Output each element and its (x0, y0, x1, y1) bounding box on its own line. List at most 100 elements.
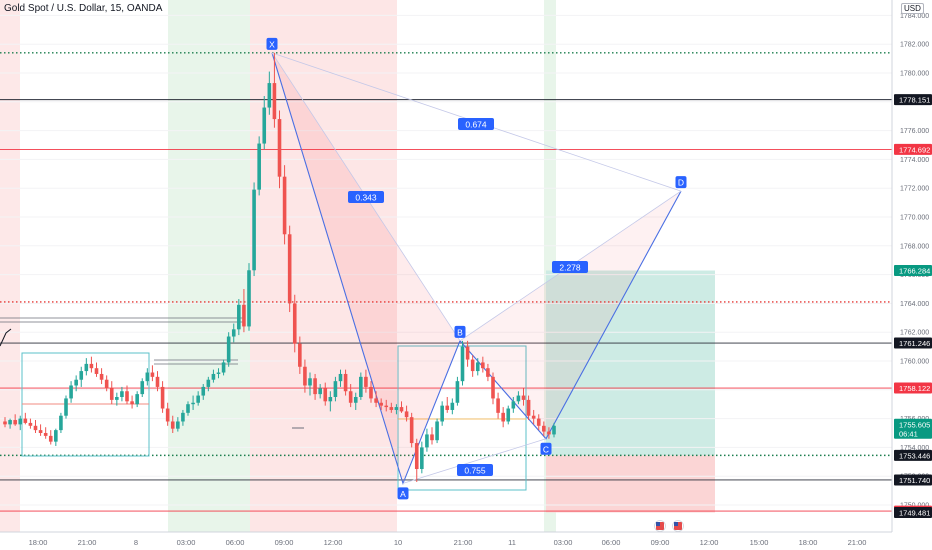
candle-body-65 (333, 381, 338, 397)
candle-body-73 (374, 398, 378, 403)
pattern-ratio-label-0: 0.343 (348, 191, 384, 203)
candle-body-62 (318, 388, 322, 395)
candle-body-14 (74, 379, 78, 386)
candle-body-5 (28, 422, 33, 426)
currency-badge[interactable]: USD (901, 3, 924, 14)
candle-body-105 (536, 418, 541, 426)
pattern-point-c: C (540, 442, 552, 455)
candle-body-24 (125, 391, 129, 402)
svg-text:1774.692: 1774.692 (899, 145, 930, 154)
price-label-9: 1749.481 (894, 506, 932, 518)
time-tick-8: 21:00 (454, 538, 473, 547)
candle-body-8 (43, 433, 48, 436)
price-tick-6: 1772.000 (900, 186, 929, 193)
time-tick-0: 18:00 (29, 538, 48, 547)
price-label-3: 1761.246 (894, 337, 932, 349)
candle-body-97 (496, 398, 500, 413)
candle-body-15 (79, 371, 84, 380)
time-tick-6: 12:00 (324, 538, 343, 547)
candle-body-85 (435, 421, 439, 441)
svg-text:1749.481: 1749.481 (899, 508, 930, 517)
candle-body-3 (18, 418, 23, 425)
candle-body-11 (59, 415, 63, 431)
candle-body-10 (54, 430, 58, 442)
candle-body-7 (38, 430, 43, 433)
price-tick-1: 1782.000 (900, 42, 929, 49)
svg-text:1766.284: 1766.284 (899, 267, 930, 276)
candle-body-82 (420, 447, 424, 469)
candle-body-66 (338, 373, 343, 382)
candle-body-90 (460, 346, 465, 382)
time-tick-12: 09:00 (651, 538, 670, 547)
price-tick-8: 1768.000 (900, 243, 929, 250)
svg-text:1761.246: 1761.246 (899, 339, 930, 348)
candle-body-45 (231, 329, 236, 337)
candle-body-57 (292, 303, 297, 344)
svg-text:A: A (400, 489, 406, 499)
candle-body-50 (257, 143, 261, 190)
svg-text:0.343: 0.343 (355, 193, 377, 203)
candle-body-98 (501, 412, 505, 422)
candle-body-76 (389, 407, 394, 410)
candle-body-28 (145, 372, 150, 382)
time-tick-16: 21:00 (848, 538, 867, 547)
candle-body-27 (140, 381, 145, 395)
candle-body-0 (3, 421, 7, 425)
candle-body-78 (399, 407, 404, 412)
candle-body-60 (308, 378, 312, 386)
candle-body-44 (226, 336, 231, 363)
candle-body-2 (13, 420, 17, 425)
flag-icon-1 (672, 520, 684, 532)
price-label-6: 1753.446 (894, 449, 932, 461)
candle-body-48 (247, 270, 251, 327)
candle-body-41 (211, 373, 216, 380)
candle-body-9 (48, 435, 53, 442)
candle-body-81 (414, 443, 419, 469)
candle-body-68 (348, 391, 353, 403)
candle-body-88 (450, 402, 455, 410)
svg-text:1753.446: 1753.446 (899, 451, 930, 460)
price-tick-10: 1764.000 (900, 301, 929, 308)
candle-body-36 (186, 404, 190, 413)
time-tick-5: 09:00 (275, 538, 294, 547)
candle-body-39 (201, 386, 206, 396)
price-tick-7: 1770.000 (900, 215, 929, 222)
session-band-0 (0, 0, 20, 532)
candle-body-101 (516, 395, 521, 402)
candle-body-20 (104, 379, 109, 389)
pattern-ratio-line-2 (402, 438, 547, 484)
time-tick-2: 8 (134, 538, 138, 547)
candle-body-79 (404, 411, 409, 418)
time-tick-7: 10 (394, 538, 402, 547)
candle-body-1 (8, 420, 12, 425)
candle-body-56 (287, 234, 292, 304)
candle-body-84 (430, 434, 434, 441)
pattern-point-x: X (266, 37, 278, 50)
candle-body-75 (384, 405, 389, 408)
candle-body-74 (379, 402, 383, 406)
svg-text:1751.740: 1751.740 (899, 476, 930, 485)
candle-body-22 (115, 397, 119, 400)
candle-body-108 (552, 425, 556, 435)
flag-icon-0 (654, 520, 666, 532)
price-label-7: 1751.740 (894, 474, 932, 486)
candle-body-53 (272, 83, 277, 120)
candle-body-92 (470, 359, 475, 372)
candle-body-13 (69, 385, 73, 399)
candle-body-51 (262, 107, 267, 144)
candle-body-89 (455, 381, 460, 403)
candle-body-80 (409, 417, 414, 444)
time-tick-10: 03:00 (554, 538, 573, 547)
svg-text:0.755: 0.755 (464, 466, 486, 476)
svg-text:06:41: 06:41 (899, 429, 918, 438)
candle-body-70 (359, 376, 363, 397)
svg-text:B: B (457, 327, 463, 337)
candle-body-94 (481, 362, 485, 369)
pattern-xab-fill (272, 52, 460, 484)
svg-text:D: D (678, 178, 684, 188)
candle-body-38 (196, 395, 200, 403)
candle-body-86 (440, 405, 444, 422)
